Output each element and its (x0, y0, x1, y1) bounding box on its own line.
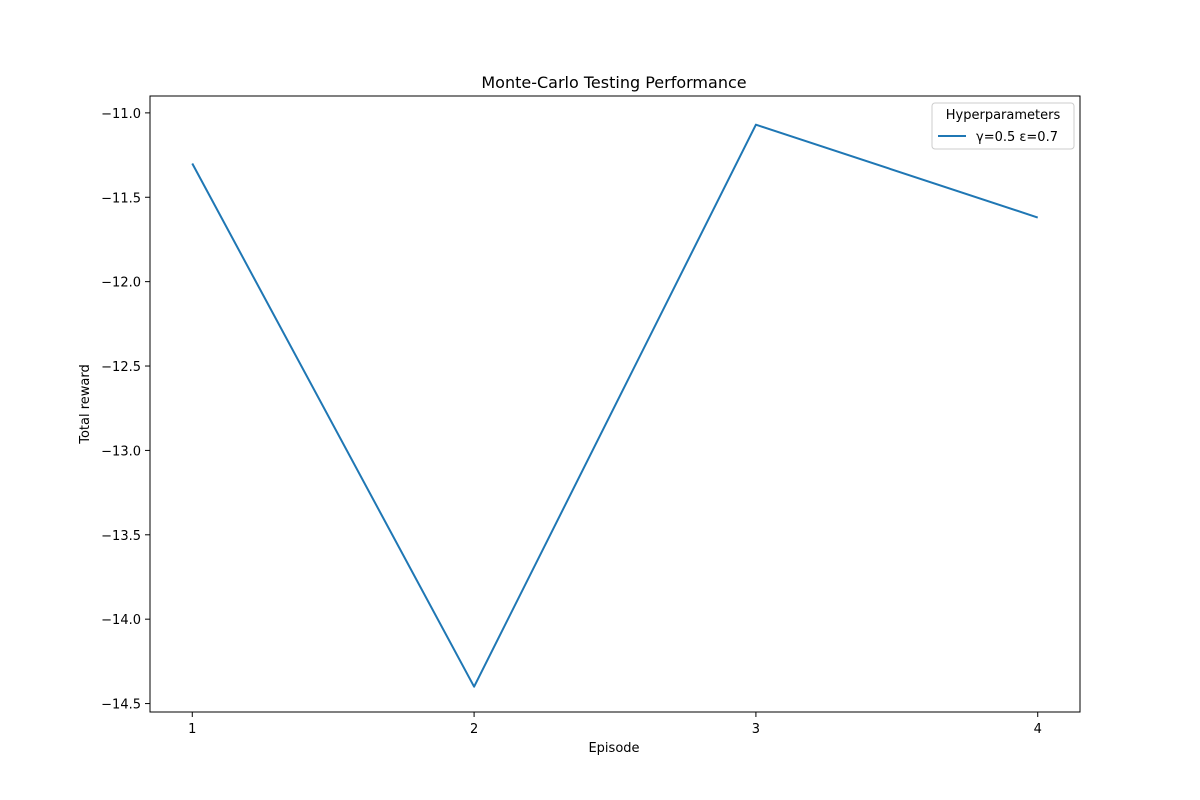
y-axis-ticks: −11.0 −11.5 −12.0 −12.5 −13.0 −13.5 −14.0 −14.5 (101, 107, 150, 713)
chart-title: Monte-Carlo Testing Performance (481, 73, 746, 92)
y-tick-label: −12.0 (101, 276, 141, 291)
legend-title: Hyperparameters (946, 108, 1061, 123)
x-tick-label: 3 (752, 722, 760, 737)
plot-area (149, 95, 1081, 713)
legend-box (931, 102, 1075, 150)
y-tick-label: −14.5 (101, 698, 141, 713)
legend-entry-label: γ=0.5 ε=0.7 (976, 130, 1058, 145)
legend: Hyperparameters γ=0.5 ε=0.7 (931, 102, 1075, 150)
y-tick-label: −12.5 (101, 360, 141, 375)
x-tick-label: 2 (470, 722, 478, 737)
y-tick-label: −11.0 (101, 107, 141, 122)
y-axis-label: Total reward (78, 364, 93, 445)
series-line (191, 123, 1039, 688)
y-tick-label: −13.0 (101, 444, 141, 459)
x-axis-label: Episode (588, 741, 639, 756)
x-axis-ticks: 1 2 3 4 (188, 712, 1042, 737)
x-tick-label: 4 (1034, 722, 1042, 737)
y-tick-label: −14.0 (101, 613, 141, 628)
x-tick-label: 1 (188, 722, 196, 737)
y-tick-label: −11.5 (101, 191, 141, 206)
y-tick-label: −13.5 (101, 529, 141, 544)
